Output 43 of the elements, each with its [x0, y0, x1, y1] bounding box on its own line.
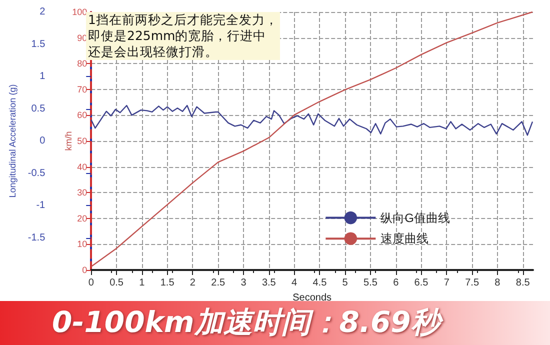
line-series: [90, 104, 534, 136]
x-tick-label: 1: [139, 278, 146, 288]
y-tick-label: 0: [40, 136, 46, 146]
x-tick-label: 2: [190, 278, 196, 288]
x-tick-label: 6.5: [414, 278, 429, 288]
y2-tick-label: 0: [82, 265, 88, 275]
y2-tick-label: 10: [77, 239, 88, 250]
x-tick-label: 4.5: [312, 278, 328, 288]
x-tick-label: 7.5: [465, 278, 480, 288]
y-tick-label: 2: [40, 6, 46, 18]
x-tick-label: 0: [88, 278, 94, 288]
y2-tick-label: 20: [77, 213, 88, 224]
legend-label: 速度曲线: [380, 232, 429, 246]
y2-tick-label: 60: [77, 110, 88, 120]
x-tick-label: 2.5: [211, 278, 226, 288]
x-tick-label: 6: [393, 278, 400, 288]
x-tick-label: 3: [240, 278, 247, 288]
annotation: 1挡在前两秒之后才能完全发力，即使是225mm的宽胎，行进中还是会出现轻微打滑。: [86, 12, 280, 60]
x-tick-label: 0.5: [110, 278, 124, 288]
y-tick-label: -0.5: [28, 168, 46, 179]
x-tick-label: 7: [444, 278, 450, 288]
y2-axis-title: km/h: [64, 131, 74, 151]
x-tick-label: 4: [292, 278, 298, 288]
x-tick-label: 8.5: [516, 278, 530, 288]
y-axis-title: Longitudinal Acceleration (g): [8, 84, 18, 198]
y-tick-label: 0.5: [31, 103, 46, 114]
legend-label: 纵向G值曲线: [380, 210, 450, 225]
x-tick-label: 5: [342, 278, 348, 288]
y-tick-label: 1: [40, 71, 46, 82]
x-tick-label: 3.5: [262, 278, 276, 288]
y2-tick-label: 40: [77, 162, 88, 172]
y2-tick-label: 70: [77, 84, 88, 94]
y-tick-label: 1.5: [31, 38, 46, 50]
y-tick-label: -1: [36, 200, 46, 211]
x-tick-label: 1.5: [160, 278, 175, 288]
y-tick-label: -1.5: [28, 232, 46, 244]
x-tick-label: 8: [494, 278, 501, 288]
y2-tick-label: 80: [77, 58, 88, 69]
x-axis-title: Seconds: [292, 292, 332, 304]
x-tick-label: 5.5: [364, 278, 378, 288]
y2-tick-label: 30: [77, 188, 88, 198]
y2-tick-label: 50: [77, 136, 88, 146]
y2-tick-label: 100: [72, 7, 88, 17]
